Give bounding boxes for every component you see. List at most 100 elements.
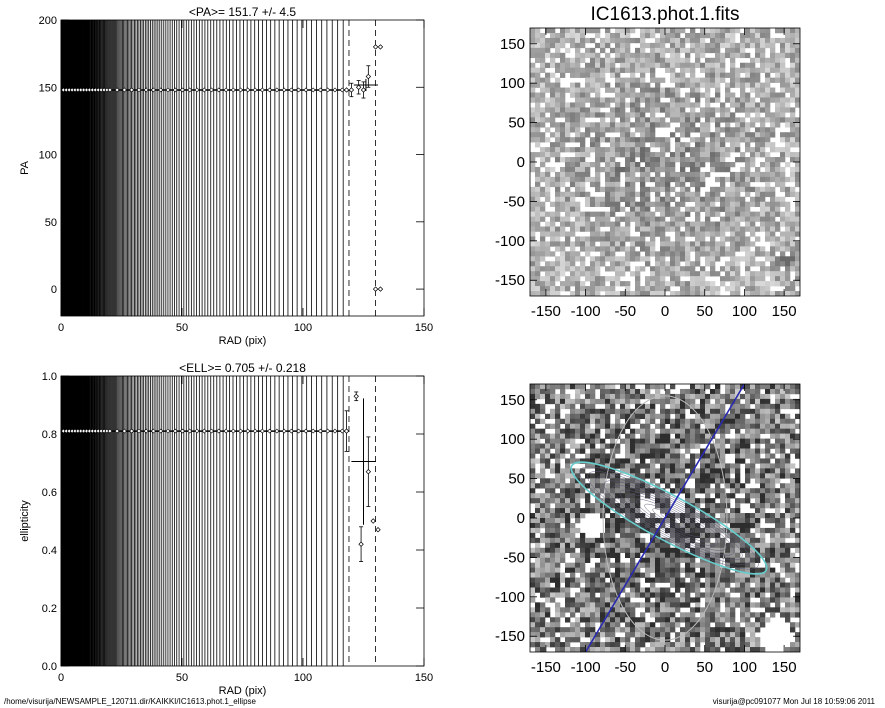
pixel: [770, 226, 776, 232]
pixel: [665, 181, 671, 188]
pixel: [675, 513, 681, 519]
pixel: [570, 522, 576, 529]
pixel: [580, 557, 586, 563]
pixel: [555, 176, 561, 183]
pixel: [660, 647, 666, 652]
pixel: [625, 403, 631, 410]
pixel: [675, 597, 681, 603]
pixel: [640, 216, 646, 222]
x-tick-label: 0: [58, 322, 64, 334]
pixel: [620, 532, 626, 539]
pixel: [620, 196, 626, 203]
pixel: [780, 176, 786, 183]
pixel: [555, 157, 561, 163]
pixel: [790, 32, 796, 39]
pixel: [685, 191, 691, 198]
pixel: [600, 567, 606, 573]
pixel: [635, 236, 641, 242]
pixel: [680, 241, 686, 247]
pixel: [540, 206, 546, 212]
pixel: [765, 206, 771, 212]
pixel: [565, 147, 571, 153]
pixel: [725, 617, 731, 623]
pixel: [685, 592, 691, 598]
pixel: [550, 627, 556, 633]
pixel: [625, 132, 631, 138]
pixel: [590, 102, 596, 108]
pixel: [575, 157, 581, 163]
pixel: [595, 97, 601, 103]
pixel: [665, 87, 671, 93]
pixel: [555, 607, 561, 613]
pixel: [535, 647, 541, 652]
pixel: [660, 28, 666, 34]
pixel: [715, 291, 721, 296]
pixel: [685, 403, 691, 410]
pixel: [565, 458, 571, 464]
pixel: [650, 532, 656, 539]
pixel: [755, 92, 761, 98]
pixel: [730, 251, 736, 257]
pixel: [635, 256, 641, 262]
pixel: [590, 221, 596, 227]
pixel: [565, 201, 571, 207]
pixel: [665, 473, 671, 479]
pixel: [685, 32, 691, 39]
pixel: [670, 92, 676, 98]
pixel: [625, 537, 631, 544]
pixel: [735, 142, 741, 148]
pixel: [720, 72, 726, 78]
pixel: [775, 62, 781, 69]
pixel: [695, 221, 701, 227]
pixel: [565, 438, 571, 444]
pixel: [650, 488, 656, 494]
profile-point: [121, 87, 127, 93]
pixel: [625, 552, 631, 559]
pixel: [645, 176, 651, 183]
pixel: [695, 498, 701, 504]
pixel: [690, 221, 696, 227]
pixel: [645, 28, 651, 34]
pixel: [665, 251, 671, 257]
pixel: [645, 276, 651, 282]
pixel: [755, 32, 761, 39]
pixel: [645, 557, 651, 563]
pixel: [545, 37, 551, 44]
pixel: [735, 527, 741, 534]
pixel: [620, 547, 626, 554]
pixel: [530, 42, 536, 49]
pixel: [530, 562, 536, 568]
pixel: [560, 122, 566, 128]
pixel: [530, 582, 536, 588]
pixel: [550, 622, 556, 628]
pixel: [620, 37, 626, 44]
pixel: [705, 171, 711, 178]
pixel: [550, 468, 556, 474]
pixel: [580, 92, 586, 98]
pixel: [545, 97, 551, 103]
pixel: [715, 127, 721, 133]
pixel: [710, 67, 716, 73]
pixel: [540, 226, 546, 232]
pixel: [575, 622, 581, 628]
pixel: [715, 176, 721, 183]
pixel: [580, 261, 586, 267]
pixel: [720, 221, 726, 227]
pixel: [650, 72, 656, 78]
pixel: [535, 557, 541, 563]
pixel: [675, 241, 681, 247]
pixel: [775, 246, 781, 252]
pixel: [695, 176, 701, 183]
pixel: [655, 567, 661, 573]
pixel: [580, 478, 586, 484]
pixel: [650, 57, 656, 64]
pixel: [725, 428, 731, 434]
pixel: [645, 107, 651, 113]
pixel: [545, 587, 551, 593]
pixel: [555, 532, 561, 539]
pixel: [595, 52, 601, 59]
pixel: [630, 567, 636, 573]
pixel: [600, 532, 606, 539]
pixel: [615, 97, 621, 103]
pixel: [730, 137, 736, 143]
